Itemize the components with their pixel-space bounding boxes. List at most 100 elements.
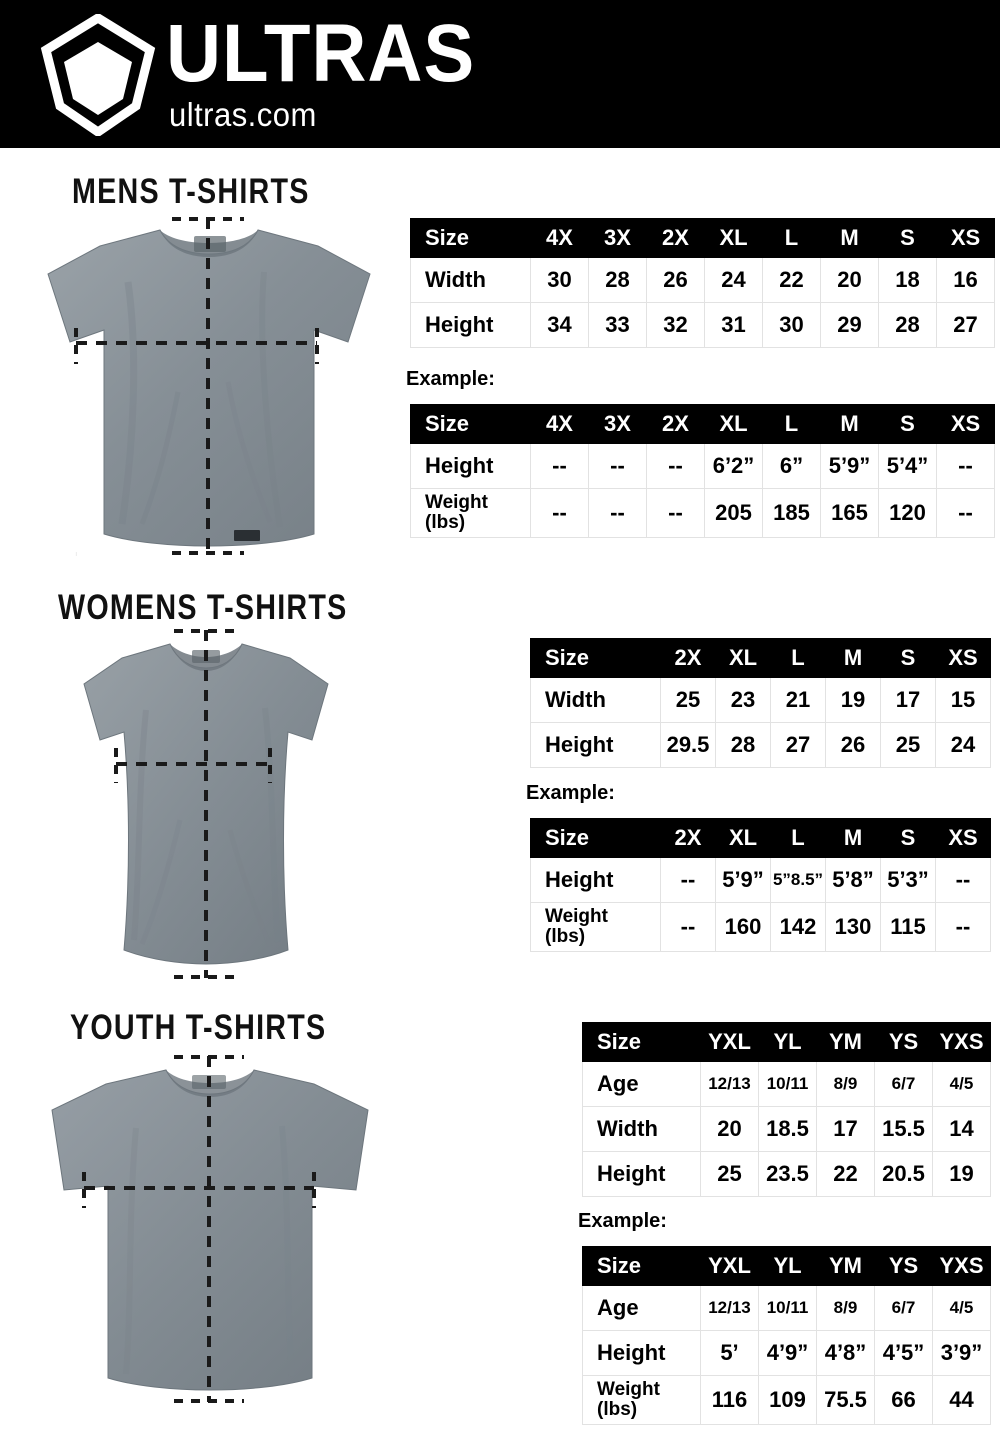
cell: -- xyxy=(530,488,589,538)
cell: -- xyxy=(660,902,716,952)
row-label: Height xyxy=(530,722,661,768)
col-header: YL xyxy=(758,1022,817,1062)
table-row: Weight (lbs) 116 109 75.5 66 44 xyxy=(582,1375,991,1425)
cell: 116 xyxy=(700,1375,759,1425)
table-header-row: Size YXL YL YM YS YXS xyxy=(582,1246,991,1286)
table-header-row: Size 2X XL L M S XS xyxy=(530,638,991,678)
cell: 160 xyxy=(715,902,771,952)
cell: 26 xyxy=(646,257,705,303)
row-label: Width xyxy=(410,257,531,303)
row-label: Height xyxy=(410,302,531,348)
cell: 5’8” xyxy=(825,857,881,903)
cell: 8/9 xyxy=(816,1061,875,1107)
cell: 3’9” xyxy=(932,1330,991,1376)
cell: 24 xyxy=(704,257,763,303)
cell: 44 xyxy=(932,1375,991,1425)
cell: 4/5 xyxy=(932,1061,991,1107)
cell: 142 xyxy=(770,902,826,952)
cell: 30 xyxy=(762,302,821,348)
col-header: 2X xyxy=(660,638,716,678)
row-label: Weight (lbs) xyxy=(582,1375,701,1425)
row-label-line1: Weight xyxy=(597,1379,660,1400)
cell: 20 xyxy=(700,1106,759,1152)
col-header: 4X xyxy=(530,218,589,258)
cell: 28 xyxy=(878,302,937,348)
cell: 18 xyxy=(878,257,937,303)
col-header: S xyxy=(880,638,936,678)
col-header: YL xyxy=(758,1246,817,1286)
col-header: L xyxy=(770,818,826,858)
cell: 5’3” xyxy=(880,857,936,903)
col-header: XS xyxy=(936,404,995,444)
cell: 4’9” xyxy=(758,1330,817,1376)
table-row: Height 5’ 4’9” 4’8” 4’5” 3’9” xyxy=(582,1330,991,1376)
col-header: YS xyxy=(874,1022,933,1062)
cell: -- xyxy=(588,443,647,489)
youth-size-table: Size YXL YL YM YS YXS Age 12/13 10/11 8/… xyxy=(582,1022,991,1197)
cell: 10/11 xyxy=(758,1061,817,1107)
col-header: M xyxy=(820,218,879,258)
cell: 29 xyxy=(820,302,879,348)
mens-example-table: Size 4X 3X 2X XL L M S XS Height -- -- -… xyxy=(410,404,995,538)
womens-example-table: Size 2X XL L M S XS Height -- 5’9” 5”8.5… xyxy=(530,818,991,952)
col-header: L xyxy=(762,404,821,444)
section-title-mens: MENS T-SHIRTS xyxy=(72,172,310,211)
table-header-row: Size 2X XL L M S XS xyxy=(530,818,991,858)
cell: -- xyxy=(936,443,995,489)
cell: 15 xyxy=(935,677,991,723)
table-header-row: Size YXL YL YM YS YXS xyxy=(582,1022,991,1062)
row-label-line2: (lbs) xyxy=(545,926,586,947)
mens-example-label: Example: xyxy=(406,368,495,390)
table-row: Height 34 33 32 31 30 29 28 27 xyxy=(410,302,995,348)
cell: 5’9” xyxy=(715,857,771,903)
cell: 21 xyxy=(770,677,826,723)
cell: -- xyxy=(660,857,716,903)
table-row: Age 12/13 10/11 8/9 6/7 4/5 xyxy=(582,1061,991,1107)
cell: -- xyxy=(646,488,705,538)
mens-tshirt-illustration xyxy=(18,212,400,562)
col-header: YXL xyxy=(700,1246,759,1286)
row-label: Weight (lbs) xyxy=(530,902,661,952)
cell: 165 xyxy=(820,488,879,538)
shield-pentagon-icon xyxy=(40,14,156,136)
cell: 10/11 xyxy=(758,1285,817,1331)
youth-width-guide xyxy=(82,1172,316,1208)
cell: 8/9 xyxy=(816,1285,875,1331)
col-header: XS xyxy=(935,818,991,858)
col-header: M xyxy=(825,818,881,858)
cell: 6/7 xyxy=(874,1061,933,1107)
col-header: YXL xyxy=(700,1022,759,1062)
cell: 32 xyxy=(646,302,705,348)
cell: 25 xyxy=(700,1151,759,1197)
cell: 31 xyxy=(704,302,763,348)
col-header: 2X xyxy=(660,818,716,858)
row-label: Height xyxy=(582,1151,701,1197)
cell: 16 xyxy=(936,257,995,303)
col-header: Size xyxy=(582,1246,701,1286)
cell: 6/7 xyxy=(874,1285,933,1331)
cell: 75.5 xyxy=(816,1375,875,1425)
cell: -- xyxy=(935,902,991,952)
cell: -- xyxy=(646,443,705,489)
col-header: Size xyxy=(410,218,531,258)
cell: 14 xyxy=(932,1106,991,1152)
col-header: Size xyxy=(582,1022,701,1062)
col-header: Size xyxy=(530,818,661,858)
cell: 28 xyxy=(588,257,647,303)
cell: 34 xyxy=(530,302,589,348)
cell: 26 xyxy=(825,722,881,768)
col-header: S xyxy=(878,218,937,258)
cell: 5’4” xyxy=(878,443,937,489)
row-label-line2: (lbs) xyxy=(597,1399,638,1420)
section-title-womens: WOMENS T-SHIRTS xyxy=(58,588,348,627)
cell: 4’5” xyxy=(874,1330,933,1376)
cell: 22 xyxy=(816,1151,875,1197)
cell: 28 xyxy=(715,722,771,768)
cell: 30 xyxy=(530,257,589,303)
row-label: Width xyxy=(582,1106,701,1152)
cell: 5’ xyxy=(700,1330,759,1376)
col-header: XS xyxy=(935,638,991,678)
cell: 12/13 xyxy=(700,1061,759,1107)
cell: 27 xyxy=(770,722,826,768)
col-header: Size xyxy=(530,638,661,678)
